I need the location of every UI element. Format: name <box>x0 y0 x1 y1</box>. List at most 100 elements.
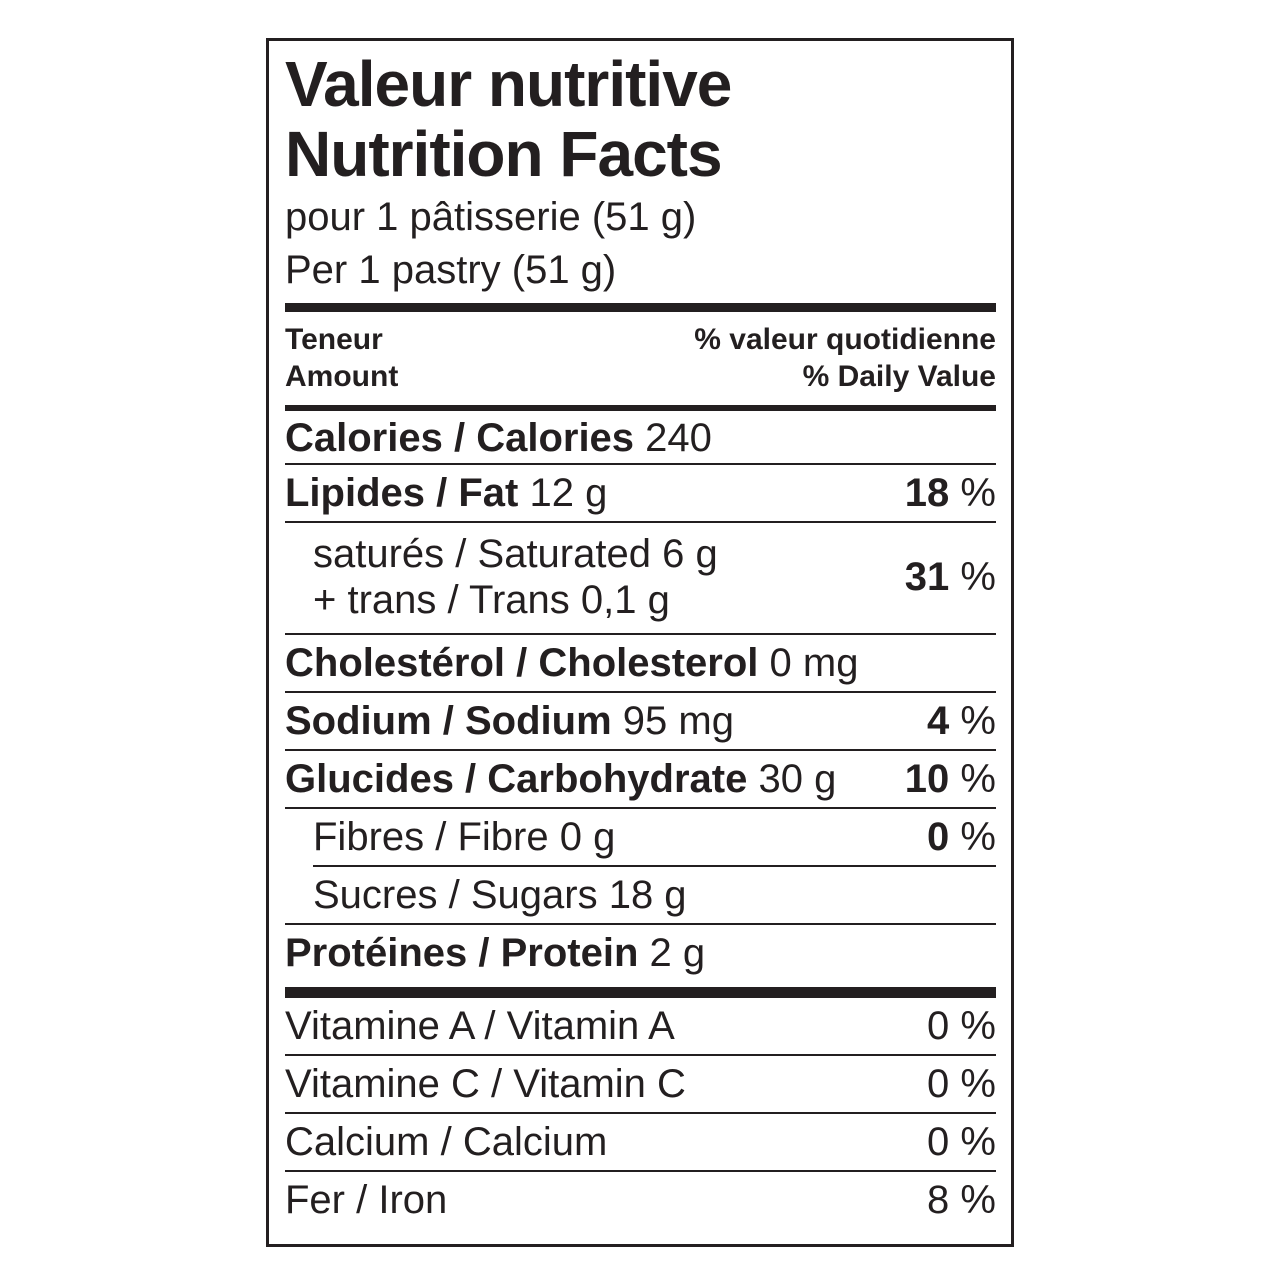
vitamin-c-row: Vitamine C / Vitamin C 0 % <box>285 1056 996 1112</box>
calcium-name: Calcium / Calcium <box>285 1120 608 1164</box>
calcium-percent-sign: % <box>960 1120 996 1164</box>
carbohydrate-text: Glucides / Carbohydrate 30 g <box>285 759 836 799</box>
fibre-daily-value: 0 % <box>927 817 996 857</box>
vitamin-a-percent-sign: % <box>960 1004 996 1048</box>
trans-fat-line: + trans / Trans 0,1 g <box>313 578 670 622</box>
serving-size-fr: pour 1 pâtisserie (51 g) <box>285 195 697 239</box>
cholesterol-amount: 0 mg <box>769 641 859 685</box>
daily-value-header: % valeur quotidienne % Daily Value <box>694 321 996 395</box>
calcium-daily-value: 0 % <box>927 1122 996 1162</box>
protein-amount: 2 g <box>649 931 706 975</box>
cholesterol-name: Cholestérol / Cholesterol <box>285 641 759 685</box>
iron-name: Fer / Iron <box>285 1178 448 1222</box>
carbohydrate-name: Glucides / Carbohydrate <box>285 757 748 801</box>
calories-value: 240 <box>645 416 712 460</box>
daily-value-header-fr: % valeur quotidienne <box>694 323 996 356</box>
amount-header-fr: Teneur <box>285 323 383 356</box>
calories-row: Calories / Calories 240 <box>285 411 996 463</box>
column-headers: Teneur Amount % valeur quotidienne % Dai… <box>285 312 996 405</box>
row-divider <box>285 1112 996 1114</box>
fibre-dv-number: 0 <box>927 815 950 859</box>
fibre-row: Fibres / Fibre 0 g 0 % <box>285 809 996 865</box>
divider-medium <box>285 405 996 411</box>
vitamin-a-daily-value: 0 % <box>927 1006 996 1046</box>
row-divider <box>285 807 996 809</box>
iron-row: Fer / Iron 8 % <box>285 1172 996 1228</box>
serving-size-en: Per 1 pastry (51 g) <box>285 248 617 292</box>
fibre-percent-sign: % <box>960 815 996 859</box>
saturated-trans-fat-row: saturés / Saturated 6 g + trans / Trans … <box>285 523 996 633</box>
micronutrients-section: Vitamine A / Vitamin A 0 % Vitamine C / … <box>285 998 996 1228</box>
daily-value-header-en: % Daily Value <box>802 360 996 393</box>
iron-dv-number: 8 <box>927 1178 950 1222</box>
calcium-dv-number: 0 <box>927 1120 950 1164</box>
vitamin-c-dv-number: 0 <box>927 1062 950 1106</box>
amount-header-en: Amount <box>285 360 399 393</box>
fibre-amount: 0 g <box>559 815 616 859</box>
row-divider <box>285 521 996 523</box>
saturated-trans-dv-number: 31 <box>904 555 950 599</box>
vitamin-c-name: Vitamine C / Vitamin C <box>285 1062 686 1106</box>
cholesterol-text: Cholestérol / Cholesterol 0 mg <box>285 643 858 683</box>
divider-thick-bottom <box>285 987 996 998</box>
fat-dv-number: 18 <box>904 471 950 515</box>
serving-size-block: pour 1 pâtisserie (51 g) Per 1 pastry (5… <box>285 191 996 297</box>
vitamin-c-daily-value: 0 % <box>927 1064 996 1104</box>
divider-thick-top <box>285 303 996 312</box>
label-title-en: Nutrition Facts <box>285 118 723 190</box>
sodium-text: Sodium / Sodium 95 mg <box>285 701 734 741</box>
label-title-fr: Valeur nutritive <box>285 48 732 120</box>
carbohydrate-row: Glucides / Carbohydrate 30 g 10 % <box>285 751 996 807</box>
fibre-name: Fibres / Fibre <box>313 815 549 859</box>
saturated-fat-line: saturés / Saturated 6 g <box>313 532 718 576</box>
vitamin-a-name: Vitamine A / Vitamin A <box>285 1004 675 1048</box>
sodium-daily-value: 4 % <box>927 701 996 741</box>
sodium-dv-number: 4 <box>927 699 950 743</box>
fat-name: Lipides / Fat <box>285 471 519 515</box>
fat-daily-value: 18 % <box>905 473 996 513</box>
sodium-name: Sodium / Sodium <box>285 699 612 743</box>
protein-row: Protéines / Protein 2 g <box>285 925 996 981</box>
row-divider <box>285 633 996 635</box>
sugars-row: Sucres / Sugars 18 g <box>285 867 996 923</box>
row-divider <box>285 1054 996 1056</box>
vitamin-a-dv-number: 0 <box>927 1004 950 1048</box>
cholesterol-row: Cholestérol / Cholesterol 0 mg <box>285 635 996 691</box>
carbohydrate-daily-value: 10 % <box>905 759 996 799</box>
fibre-text: Fibres / Fibre 0 g <box>285 817 615 857</box>
carbohydrate-percent-sign: % <box>960 757 996 801</box>
sodium-amount: 95 mg <box>622 699 734 743</box>
row-divider <box>285 691 996 693</box>
saturated-trans-percent-sign: % <box>960 555 996 599</box>
iron-percent-sign: % <box>960 1178 996 1222</box>
sugars-name: Sucres / Sugars <box>313 873 598 917</box>
fat-text: Lipides / Fat 12 g <box>285 473 607 513</box>
carbohydrate-amount: 30 g <box>758 757 837 801</box>
vitamin-c-percent-sign: % <box>960 1062 996 1106</box>
fat-row: Lipides / Fat 12 g 18 % <box>285 465 996 521</box>
fat-percent-sign: % <box>960 471 996 515</box>
row-divider <box>285 463 996 465</box>
sub-row-divider <box>313 865 996 867</box>
row-divider <box>285 749 996 751</box>
calories-name: Calories / Calories <box>285 416 635 460</box>
calories-text: Calories / Calories 240 <box>285 418 712 458</box>
row-divider <box>285 1170 996 1172</box>
iron-daily-value: 8 % <box>927 1180 996 1220</box>
row-divider <box>285 923 996 925</box>
nutrition-facts-label: Valeur nutritive Nutrition Facts pour 1 … <box>266 38 1014 1247</box>
protein-text: Protéines / Protein 2 g <box>285 933 705 973</box>
sugars-amount: 18 g <box>608 873 687 917</box>
vitamin-a-row: Vitamine A / Vitamin A 0 % <box>285 998 996 1054</box>
sodium-row: Sodium / Sodium 95 mg 4 % <box>285 693 996 749</box>
carbohydrate-dv-number: 10 <box>904 757 950 801</box>
sugars-text: Sucres / Sugars 18 g <box>285 875 687 915</box>
sodium-percent-sign: % <box>960 699 996 743</box>
amount-header: Teneur Amount <box>285 321 398 395</box>
saturated-trans-daily-value: 31 % <box>905 557 996 597</box>
protein-name: Protéines / Protein <box>285 931 639 975</box>
fat-amount: 12 g <box>529 471 608 515</box>
saturated-trans-text: saturés / Saturated 6 g + trans / Trans … <box>285 531 718 623</box>
calcium-row: Calcium / Calcium 0 % <box>285 1114 996 1170</box>
